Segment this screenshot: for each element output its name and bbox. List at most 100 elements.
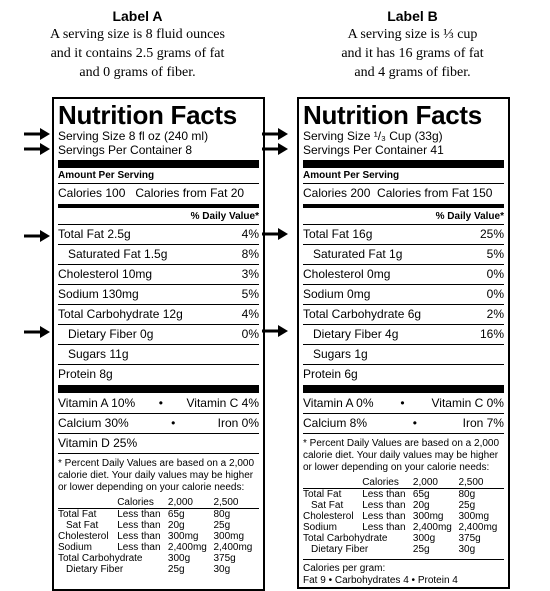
divider xyxy=(303,183,504,184)
table-cell: 2,500 xyxy=(458,477,504,489)
table-cell: Less than xyxy=(362,522,406,533)
nutrient-name: Sugars 11g xyxy=(68,347,129,361)
table-cell: 30g xyxy=(458,544,476,555)
arrow-right-icon xyxy=(262,325,288,337)
calories-from-fat: Calories from Fat 20 xyxy=(135,186,245,200)
nutrient-percent: 0% xyxy=(486,287,504,301)
nutrient-name: Total Fat 16g xyxy=(303,227,373,241)
reference-table: Calories 2,000 2,500 Total Fat Less than 65g… xyxy=(58,497,259,575)
nutrient-name: Cholesterol 0mg xyxy=(303,267,391,281)
nutrient-row: Sodium 130mg 5% xyxy=(58,285,259,305)
table-cell: 20g xyxy=(412,500,430,511)
amount-per-serving: Amount Per Serving xyxy=(303,170,400,181)
table-cell: Dietary Fiber xyxy=(311,544,369,555)
footnote: * Percent Daily Values are based on a 2,… xyxy=(303,438,500,473)
footnote: * Percent Daily Values are based on a 2,… xyxy=(58,458,255,493)
arrow-right-icon xyxy=(262,228,288,240)
table-cell: Sodium xyxy=(58,542,92,553)
table-cell: 80g xyxy=(213,509,231,520)
nutrient-percent: 16% xyxy=(479,327,504,341)
nutrition-facts-title: Nutrition Facts xyxy=(58,100,237,130)
table-cell: 2,000 xyxy=(412,477,459,489)
servings-per-container: Servings Per Container 41 xyxy=(303,143,444,157)
table-cell: Sat Fat xyxy=(66,520,99,531)
table-cell: Dietary Fiber xyxy=(66,564,124,575)
table-cell: Total Fat xyxy=(303,489,342,500)
mineral-row: Calcium 30% • Iron 0% xyxy=(58,414,259,434)
caption-line: and it contains 2.5 grams of fat xyxy=(50,46,225,61)
caption-line: A serving size is ⅓ cup xyxy=(347,27,478,42)
calories-row: Calories 200 Calories from Fat 150 xyxy=(303,184,504,202)
nutrient-name: Total Fat 2.5g xyxy=(58,227,131,241)
table-cell: Total Carbohydrate xyxy=(303,533,388,544)
calories: Calories 100 xyxy=(58,186,126,200)
table-cell: 2,400mg xyxy=(213,542,253,553)
nutrient-row: Total Fat 2.5g 4% xyxy=(58,225,259,245)
nutrient-row: Cholesterol 0mg 0% xyxy=(303,265,504,285)
table-cell: Total Carbohydrate xyxy=(58,553,143,564)
nutrient-row: Total Carbohydrate 6g 2% xyxy=(303,305,504,325)
caption-line: and it has 16 grams of fat xyxy=(341,46,484,61)
nutrient-row: Dietary Fiber 0g 0% xyxy=(58,325,259,345)
nutrient-name: Saturated Fat 1.5g xyxy=(68,247,168,261)
table-cell: Less than xyxy=(362,500,406,511)
nutrient-percent: 5% xyxy=(241,287,259,301)
table-cell: 2,500 xyxy=(213,497,259,509)
table-cell: Less than xyxy=(117,509,161,520)
table-cell: 300mg xyxy=(412,511,444,522)
calories-per-gram-title: Calories per gram: xyxy=(303,563,386,574)
table-cell: 2,400mg xyxy=(167,542,207,553)
table-cell: 65g xyxy=(412,489,430,500)
vitamin-d-row: Vitamin D 25% xyxy=(58,434,259,454)
nutrient-percent: 4% xyxy=(241,227,259,241)
daily-value-header: % Daily Value* xyxy=(58,210,259,225)
divider xyxy=(303,160,504,168)
table-cell: Less than xyxy=(362,489,406,500)
reference-table: Calories 2,000 2,500 Total Fat Less than 65g… xyxy=(303,477,504,555)
label-a-title: Label A xyxy=(112,8,163,24)
table-cell: Less than xyxy=(117,520,161,531)
calories: Calories 200 xyxy=(303,186,371,200)
table-cell: Less than xyxy=(117,531,161,542)
nutrition-facts-title: Nutrition Facts xyxy=(303,100,482,130)
nutrient-name: Protein 6g xyxy=(303,367,358,381)
table-cell: 25g xyxy=(458,500,476,511)
table-cell: Less than xyxy=(362,511,406,522)
nutrient-percent: 3% xyxy=(241,267,259,281)
divider xyxy=(58,385,259,393)
label-a-caption: A serving size is 8 fluid ounces and it … xyxy=(30,25,245,82)
divider xyxy=(58,183,259,184)
daily-value-header: % Daily Value* xyxy=(303,210,504,225)
vitamin-c: Vitamin C 0% xyxy=(431,396,504,410)
calcium: Calcium 30% xyxy=(58,416,129,430)
calories-row: Calories 100 Calories from Fat 20 xyxy=(58,184,259,202)
mineral-row: Calcium 8% • Iron 7% xyxy=(303,414,504,434)
nutrition-label-b: Nutrition Facts Serving Size ¹/₃ Cup (33… xyxy=(297,97,510,589)
caption-line: and 0 grams of fiber. xyxy=(79,65,196,80)
table-cell: 25g xyxy=(167,564,185,575)
nutrient-row: Sugars 1g xyxy=(303,345,504,365)
nutrient-row: Dietary Fiber 4g 16% xyxy=(303,325,504,345)
nutrient-name: Total Carbohydrate 6g xyxy=(303,307,422,321)
table-cell: 65g xyxy=(167,509,185,520)
arrow-right-icon xyxy=(262,143,288,155)
table-cell: Calories xyxy=(362,477,413,489)
nutrient-name: Dietary Fiber 0g xyxy=(68,327,154,341)
table-cell: 300mg xyxy=(213,531,245,542)
caption-line: A serving size is 8 fluid ounces xyxy=(50,27,225,42)
table-cell: Cholesterol xyxy=(58,531,109,542)
label-b-caption: A serving size is ⅓ cup and it has 16 gr… xyxy=(305,25,520,82)
divider xyxy=(303,385,504,393)
caption-line: and 4 grams of fiber. xyxy=(354,65,471,80)
nutrient-name: Total Carbohydrate 12g xyxy=(58,307,183,321)
nutrient-row: Total Fat 16g 25% xyxy=(303,225,504,245)
table-cell: 300mg xyxy=(167,531,199,542)
nutrient-percent: 2% xyxy=(486,307,504,321)
nutrient-name: Cholesterol 10mg xyxy=(58,267,153,281)
arrow-right-icon xyxy=(24,230,50,242)
nutrient-name: Saturated Fat 1g xyxy=(313,247,403,261)
table-cell: Calories xyxy=(117,497,168,509)
vitamin-row: Vitamin A 0% • Vitamin C 0% xyxy=(303,394,504,414)
calories-from-fat: Calories from Fat 150 xyxy=(377,186,493,200)
arrow-right-icon xyxy=(24,143,50,155)
